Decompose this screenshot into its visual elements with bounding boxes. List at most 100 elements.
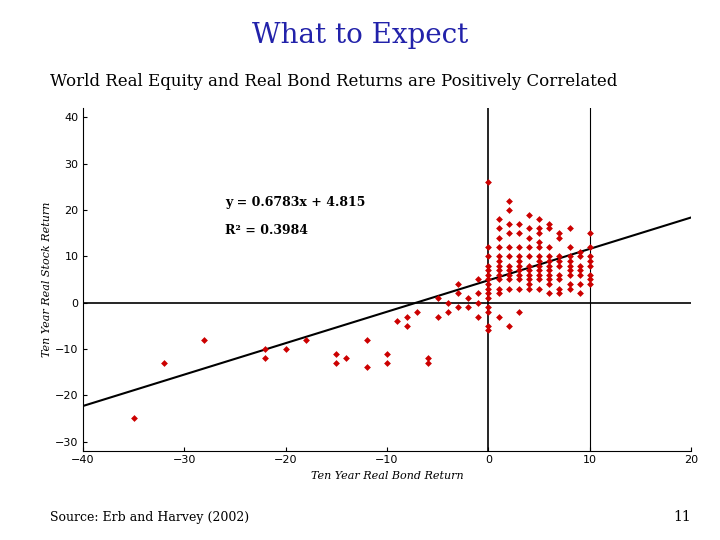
Point	[361, 335, 372, 344]
Point	[564, 256, 575, 265]
Point	[574, 289, 585, 298]
Text: World Real Equity and Real Bond Returns are Positively Correlated: World Real Equity and Real Bond Returns …	[50, 73, 618, 90]
Point	[422, 359, 433, 367]
Point	[482, 261, 494, 270]
Point	[523, 271, 535, 279]
Point	[584, 242, 595, 251]
Point	[503, 275, 514, 284]
Point	[513, 261, 525, 270]
Point	[544, 256, 555, 265]
Point	[574, 271, 585, 279]
Point	[442, 298, 454, 307]
Point	[564, 271, 575, 279]
X-axis label: Ten Year Real Bond Return: Ten Year Real Bond Return	[311, 471, 463, 481]
Point	[452, 280, 464, 288]
Point	[584, 261, 595, 270]
Point	[492, 275, 504, 284]
Point	[199, 335, 210, 344]
Point	[513, 242, 525, 251]
Point	[492, 285, 504, 293]
Point	[513, 220, 525, 228]
Point	[584, 252, 595, 261]
Point	[482, 294, 494, 302]
Point	[492, 289, 504, 298]
Point	[492, 215, 504, 224]
Point	[482, 308, 494, 316]
Point	[482, 275, 494, 284]
Point	[482, 303, 494, 312]
Point	[452, 303, 464, 312]
Point	[503, 261, 514, 270]
Point	[584, 256, 595, 265]
Point	[534, 224, 545, 233]
Point	[544, 220, 555, 228]
Point	[513, 252, 525, 261]
Point	[574, 252, 585, 261]
Point	[554, 261, 565, 270]
Point	[554, 289, 565, 298]
Point	[544, 252, 555, 261]
Point	[554, 233, 565, 242]
Point	[534, 252, 545, 261]
Point	[534, 261, 545, 270]
Point	[482, 242, 494, 251]
Point	[300, 335, 312, 344]
Point	[503, 206, 514, 214]
Point	[513, 229, 525, 238]
Point	[584, 275, 595, 284]
Point	[544, 224, 555, 233]
Point	[472, 289, 484, 298]
Point	[513, 285, 525, 293]
Point	[574, 261, 585, 270]
Point	[432, 294, 444, 302]
Point	[259, 354, 271, 362]
Point	[554, 285, 565, 293]
Point	[422, 354, 433, 362]
Text: Source: Erb and Harvey (2002): Source: Erb and Harvey (2002)	[50, 511, 250, 524]
Point	[492, 252, 504, 261]
Point	[534, 229, 545, 238]
Point	[482, 271, 494, 279]
Point	[534, 242, 545, 251]
Point	[523, 285, 535, 293]
Point	[523, 233, 535, 242]
Point	[492, 233, 504, 242]
Point	[534, 285, 545, 293]
Point	[280, 345, 292, 353]
Point	[503, 229, 514, 238]
Point	[492, 256, 504, 265]
Point	[503, 252, 514, 261]
Point	[462, 303, 474, 312]
Point	[554, 256, 565, 265]
Point	[402, 321, 413, 330]
Point	[482, 252, 494, 261]
Point	[523, 252, 535, 261]
Point	[564, 242, 575, 251]
Point	[492, 261, 504, 270]
Point	[503, 321, 514, 330]
Point	[564, 285, 575, 293]
Point	[259, 345, 271, 353]
Point	[482, 289, 494, 298]
Point	[361, 363, 372, 372]
Point	[472, 312, 484, 321]
Point	[513, 266, 525, 274]
Point	[564, 266, 575, 274]
Point	[432, 312, 444, 321]
Y-axis label: Ten Year Real Stock Return: Ten Year Real Stock Return	[42, 202, 53, 357]
Point	[503, 242, 514, 251]
Point	[503, 271, 514, 279]
Point	[330, 359, 342, 367]
Point	[544, 266, 555, 274]
Point	[544, 289, 555, 298]
Point	[564, 252, 575, 261]
Point	[584, 271, 595, 279]
Point	[482, 285, 494, 293]
Point	[158, 359, 170, 367]
Point	[554, 252, 565, 261]
Point	[564, 261, 575, 270]
Point	[534, 266, 545, 274]
Point	[472, 275, 484, 284]
Point	[482, 280, 494, 288]
Point	[523, 275, 535, 284]
